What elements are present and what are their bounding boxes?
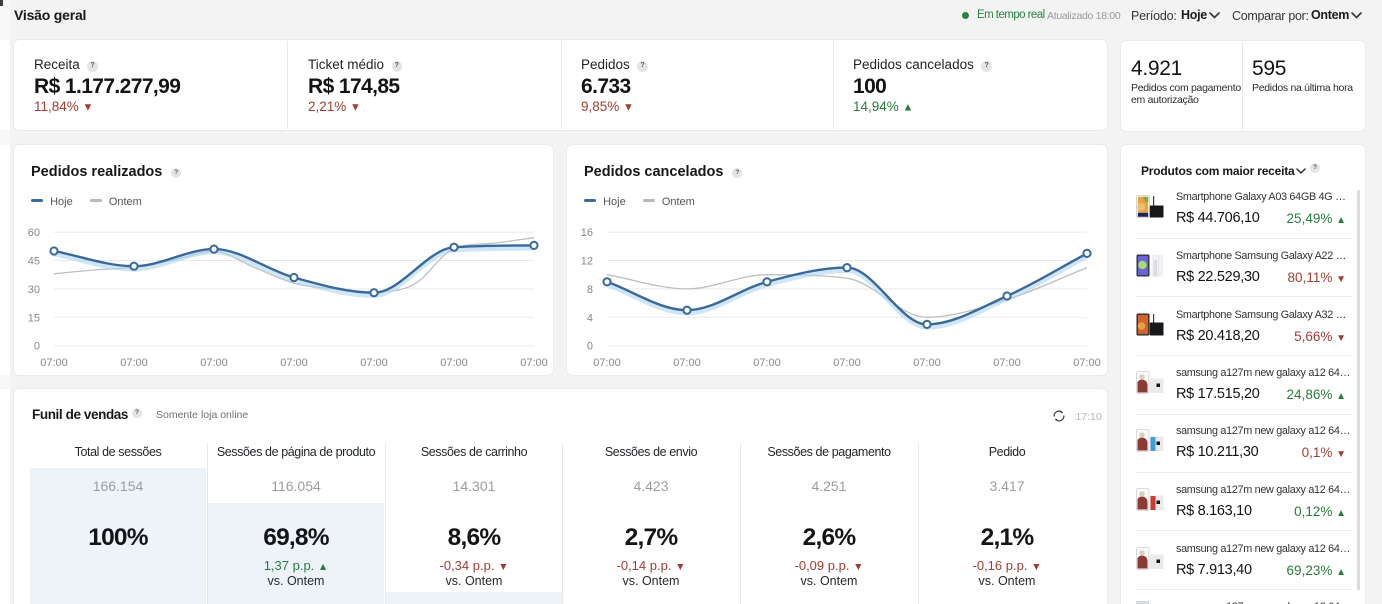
svg-text:07:00: 07:00 — [440, 357, 468, 369]
svg-text:16: 16 — [581, 227, 593, 239]
svg-text:07:00: 07:00 — [913, 357, 941, 369]
svg-text:60: 60 — [28, 227, 40, 239]
svg-text:0: 0 — [587, 341, 593, 353]
svg-text:07:00: 07:00 — [40, 357, 68, 369]
svg-text:12: 12 — [581, 256, 593, 268]
svg-text:30: 30 — [28, 284, 40, 296]
svg-text:07:00: 07:00 — [593, 357, 621, 369]
svg-text:8: 8 — [587, 284, 593, 296]
svg-text:07:00: 07:00 — [753, 357, 781, 369]
svg-text:07:00: 07:00 — [833, 357, 861, 369]
svg-text:07:00: 07:00 — [280, 357, 308, 369]
svg-text:15: 15 — [28, 312, 40, 324]
svg-text:07:00: 07:00 — [360, 357, 388, 369]
svg-text:4: 4 — [587, 312, 593, 324]
svg-text:45: 45 — [28, 256, 40, 268]
svg-text:07:00: 07:00 — [1073, 357, 1101, 369]
svg-text:07:00: 07:00 — [520, 357, 548, 369]
svg-text:07:00: 07:00 — [120, 357, 148, 369]
svg-text:07:00: 07:00 — [993, 357, 1021, 369]
svg-text:07:00: 07:00 — [673, 357, 701, 369]
svg-text:07:00: 07:00 — [200, 357, 228, 369]
svg-text:0: 0 — [34, 341, 40, 353]
